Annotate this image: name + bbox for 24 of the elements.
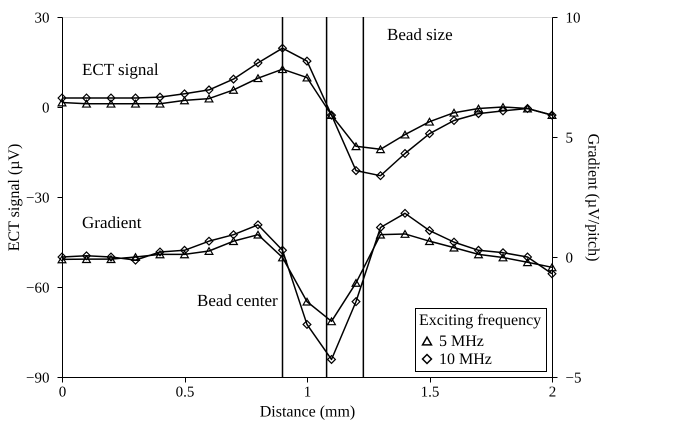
annotation: ECT signal: [82, 60, 159, 79]
y2-axis-title: Gradient (µV/pitch): [584, 134, 602, 262]
x-tick-label: 2: [548, 384, 556, 400]
y-axis-title: ECT signal (µV): [6, 144, 24, 252]
y-tick-label: −60: [26, 280, 50, 296]
y2-tick-label: 0: [566, 250, 573, 266]
x-tick-label: 1: [304, 384, 312, 400]
legend-label: 10 MHz: [439, 351, 492, 368]
annotation: Bead size: [387, 25, 453, 44]
x-axis-title: Distance (mm): [260, 404, 356, 420]
y2-tick-label: 10: [566, 10, 580, 26]
y-tick-label: 30: [34, 10, 50, 26]
legend-label: 5 MHz: [439, 333, 484, 350]
y-tick-label: −30: [26, 190, 50, 206]
x-tick-label: 0: [58, 384, 66, 400]
y-tick-label: −90: [26, 370, 50, 386]
x-tick-label: 1.5: [420, 384, 440, 400]
annotation: Bead center: [197, 291, 278, 310]
legend-title: Exciting frequency: [419, 312, 542, 329]
annotation: Gradient: [82, 213, 142, 232]
y2-tick-label: 5: [566, 130, 573, 146]
y-tick-label: 0: [42, 100, 50, 116]
x-tick-label: 0.5: [176, 384, 194, 400]
y2-tick-label: −5: [566, 370, 582, 386]
